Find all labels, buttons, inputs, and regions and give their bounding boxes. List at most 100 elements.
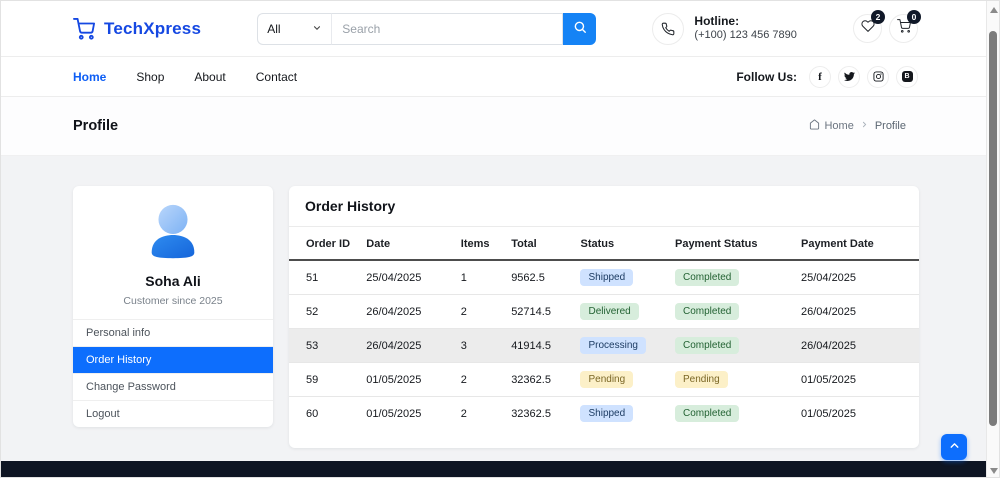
order-total: 52714.5 — [503, 294, 573, 329]
order-id: 59 — [289, 362, 359, 397]
order-date: 25/04/2025 — [358, 260, 453, 295]
content: Soha Ali Customer since 2025 Personal in… — [1, 156, 988, 463]
order-items: 1 — [452, 260, 504, 295]
order-status-badge: Shipped — [580, 405, 634, 422]
breadcrumb: Home Profile — [809, 119, 906, 133]
profile-card: Soha Ali Customer since 2025 Personal in… — [73, 186, 273, 427]
payment-status: Pending — [666, 362, 793, 397]
cart-button[interactable]: 0 — [889, 10, 921, 43]
divider — [289, 226, 919, 227]
payment-status-badge: Pending — [674, 371, 728, 388]
search-button[interactable] — [563, 12, 597, 45]
order-status: Pending — [572, 362, 667, 397]
chevron-up-icon — [948, 439, 961, 455]
order-id: 51 — [289, 260, 359, 295]
order-date: 26/04/2025 — [358, 328, 453, 363]
wishlist-button[interactable]: 2 — [853, 10, 885, 43]
column-header: Order ID — [289, 227, 359, 261]
profile-menu-logout[interactable]: Logout — [86, 408, 120, 420]
scrollbar-up-arrow[interactable] — [990, 7, 998, 13]
order-row: 51 25/04/2025 1 9562.5 Shipped Completed 25/04… — [289, 260, 919, 295]
order-id: 60 — [306, 407, 319, 420]
wishlist-count-badge: 2 — [871, 10, 885, 24]
chevron-right-icon — [860, 120, 869, 132]
orders-table: Order ID Date Items Total Status Payment Stat… — [289, 227, 919, 430]
header-actions: 2 0 — [853, 10, 921, 43]
nav-link-about[interactable]: About — [194, 69, 226, 84]
order-id: 53 — [289, 328, 359, 363]
instagram-icon[interactable] — [867, 65, 889, 88]
profile-menu-personal-info[interactable]: Personal info — [73, 320, 273, 347]
order-total: 32362.5 — [511, 407, 551, 420]
scrollbar-down-arrow[interactable] — [990, 468, 998, 474]
behance-icon[interactable]: B — [896, 65, 918, 88]
order-status: Shipped — [572, 397, 667, 431]
column-header: Total — [503, 227, 573, 261]
payment-status: Completed — [666, 260, 793, 295]
column-header: Payment Status — [666, 227, 793, 261]
order-total: 32362.5 — [503, 362, 573, 397]
follow-us: Follow Us: f B — [736, 65, 918, 88]
order-row: 53 26/04/2025 3 41914.5 Processing Completed 2… — [289, 328, 919, 363]
nav-link-shop[interactable]: Shop — [136, 69, 165, 84]
breadcrumb-home-link[interactable]: Home — [809, 119, 854, 133]
order-total: 41914.5 — [503, 328, 573, 363]
payment-status: Completed — [667, 397, 793, 431]
column-header: Date — [358, 227, 453, 261]
order-history-card: Order History Order ID Date Items Total Stat… — [289, 186, 919, 448]
payment-status: Completed — [666, 294, 793, 329]
order-status-badge: Shipped — [580, 269, 634, 286]
payment-status-badge: Completed — [674, 337, 740, 354]
order-status: Delivered — [572, 294, 667, 329]
order-date: 01/05/2025 — [358, 362, 453, 397]
search-category-select[interactable]: All — [257, 12, 332, 45]
order-items: 2 — [452, 362, 504, 397]
payment-status-badge: Completed — [674, 269, 740, 286]
column-header: Items — [452, 227, 504, 261]
order-row: 60 01/05/2025 2 32362.5 Shipped Completed 01/0… — [289, 397, 919, 431]
order-total: 9562.5 — [503, 260, 573, 295]
nav-link-home[interactable]: Home — [73, 69, 107, 84]
profile-menu-change-password[interactable]: Change Password — [73, 374, 273, 401]
page-header: Profile Home Profile — [1, 97, 988, 156]
search-group: All — [257, 12, 597, 45]
nav-link-contact[interactable]: Contact — [255, 69, 298, 84]
order-row: 52 26/04/2025 2 52714.5 Delivered Completed 26… — [289, 294, 919, 329]
scrollbar — [986, 1, 999, 477]
order-items: 2 — [460, 407, 467, 420]
twitter-icon[interactable] — [838, 65, 860, 88]
hotline-number: (+100) 123 456 7890 — [694, 29, 797, 42]
payment-status-badge: Completed — [674, 303, 740, 320]
profile-menu: Personal info Order History Change Passwor… — [73, 319, 273, 427]
scrollbar-thumb[interactable] — [989, 31, 997, 426]
order-row: 59 01/05/2025 2 32362.5 Pending Pending 01/05/… — [289, 362, 919, 397]
breadcrumb-current: Profile — [874, 120, 906, 132]
payment-date: 26/04/2025 — [792, 294, 919, 329]
cart-count-badge: 0 — [907, 10, 921, 24]
scroll-to-top-button[interactable] — [941, 434, 967, 460]
avatar — [73, 186, 273, 264]
search-icon — [573, 20, 587, 37]
orders-table-header-row: Order ID Date Items Total Status Payment Stat… — [289, 227, 919, 261]
brand-logo[interactable]: TechXpress — [73, 17, 202, 40]
order-items: 2 — [452, 294, 504, 329]
home-icon — [809, 119, 820, 133]
order-status-badge: Processing — [580, 337, 646, 354]
payment-date: 26/04/2025 — [792, 328, 919, 363]
brand-name: TechXpress — [104, 18, 202, 38]
cart-logo-icon — [73, 17, 95, 40]
chevron-down-icon — [312, 22, 322, 36]
profile-name: Soha Ali — [145, 273, 201, 289]
order-status-badge: Delivered — [580, 303, 639, 320]
search-input[interactable] — [331, 12, 564, 45]
phone-icon — [652, 12, 685, 45]
payment-status-badge: Completed — [674, 405, 740, 422]
payment-date: 01/05/2025 — [800, 407, 857, 420]
order-status: Processing — [572, 328, 667, 363]
facebook-icon[interactable]: f — [809, 65, 831, 88]
order-id: 52 — [289, 294, 359, 329]
profile-menu-order-history[interactable]: Order History — [73, 347, 273, 374]
follow-us-label: Follow Us: — [736, 69, 797, 84]
cart-icon — [896, 19, 911, 38]
